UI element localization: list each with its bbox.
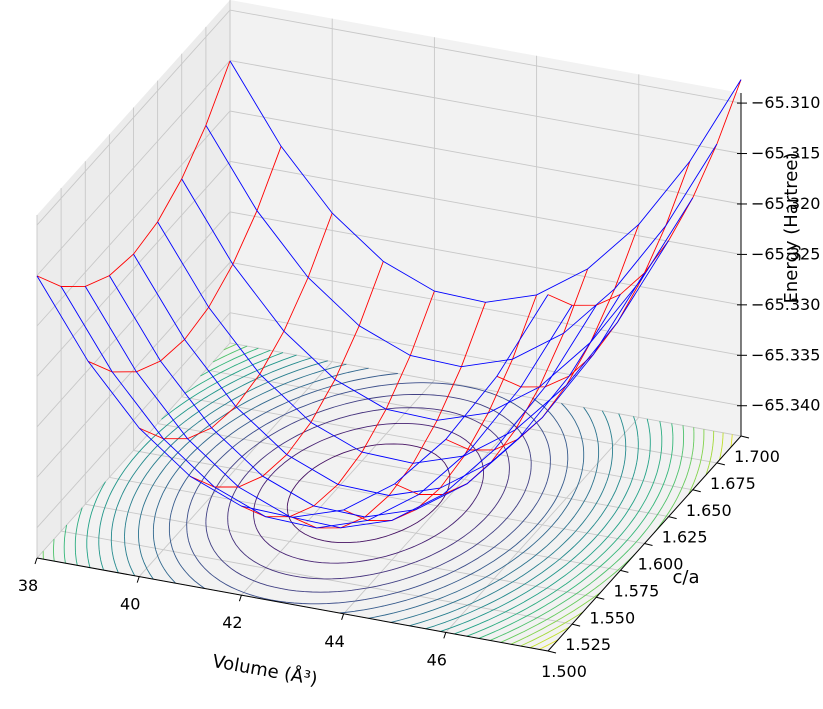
- wire-line-constant-ratio: [84, 286, 597, 529]
- y-tick-label: 1.550: [589, 608, 635, 627]
- grid-line-z: [36, 60, 742, 276]
- z-tick-label: −65.325: [751, 244, 820, 263]
- grid-line-y: [108, 134, 621, 571]
- x-tick: [443, 632, 447, 639]
- x-tick-label: 42: [222, 613, 242, 632]
- x-axis-line: [36, 557, 549, 652]
- contour-line: [138, 363, 600, 623]
- y-tick-label: 1.575: [613, 581, 659, 600]
- contour-line: [152, 367, 585, 619]
- contour-line: [520, 430, 715, 647]
- wire-line-constant-ratio: [109, 275, 621, 518]
- y-tick: [547, 650, 557, 654]
- contour-line: [74, 349, 663, 637]
- x-tick-label: 46: [427, 650, 447, 669]
- surface-wireframe: [36, 60, 742, 529]
- contour-line: [53, 345, 685, 641]
- z-tick-label: −65.310: [751, 93, 820, 112]
- y-tick: [740, 435, 750, 439]
- y-tick-label: 1.600: [638, 555, 684, 574]
- y-tick: [644, 543, 653, 546]
- grid-line-y: [84, 161, 597, 598]
- wire-line-constant-ratio: [229, 60, 742, 303]
- wire-line-constant-ratio: [205, 125, 718, 368]
- y-tick-label: 1.650: [686, 501, 732, 520]
- grid-line-y: [181, 53, 693, 491]
- x-tick-label: 44: [324, 632, 344, 651]
- x-tick-label: 40: [120, 595, 140, 614]
- grid-line-z: [36, 9, 742, 226]
- grid-line-z: [36, 211, 742, 428]
- grid-line-y: [133, 107, 645, 544]
- wire-line-constant-ratio: [133, 253, 645, 496]
- grid-line-z: [36, 110, 742, 327]
- contour-line: [98, 354, 639, 632]
- contour-line: [186, 382, 551, 605]
- contour-line: [227, 407, 510, 580]
- y-tick-label: 1.525: [565, 635, 611, 654]
- grid-line-z: [36, 160, 742, 377]
- x-tick: [341, 613, 345, 620]
- wire-line-constant-ratio: [157, 221, 669, 464]
- contour-line: [205, 393, 532, 593]
- y-tick: [692, 489, 701, 493]
- y-tick: [620, 569, 629, 573]
- y-tick: [596, 596, 605, 600]
- x-tick: [34, 557, 38, 565]
- x-axis-label: Volume (Å³): [211, 650, 319, 690]
- contour-line: [86, 352, 651, 635]
- y-tick-label: 1.500: [541, 662, 587, 681]
- grid-line-y: [229, 0, 742, 437]
- axes: [34, 93, 750, 654]
- z-tick-label: −65.335: [751, 345, 820, 364]
- contour-line: [42, 343, 695, 643]
- grid-line-y: [205, 26, 717, 464]
- y-tick: [668, 516, 677, 520]
- x-tick-label: 38: [18, 576, 38, 595]
- grid-line-y: [157, 80, 669, 518]
- wire-line-constant-ratio: [60, 286, 573, 529]
- grid-line-z: [36, 261, 742, 478]
- grid-line-y: [60, 188, 573, 625]
- z-tick-label: −65.315: [751, 144, 820, 163]
- grid-lines: [36, 0, 742, 652]
- y-tick-label: 1.700: [734, 447, 780, 466]
- z-axis-label: Energy (Hartree): [781, 153, 802, 304]
- contour-line: [529, 432, 724, 649]
- wire-line-constant-ratio: [181, 178, 694, 421]
- contour-line: [63, 347, 674, 639]
- y-tick: [716, 462, 725, 466]
- y-tick-label: 1.625: [662, 528, 708, 547]
- z-tick-label: −65.320: [751, 194, 820, 213]
- x-tick: [238, 595, 242, 602]
- z-tick-label: −65.340: [751, 396, 820, 415]
- z-tick-label: −65.330: [751, 295, 820, 314]
- contour-plot: [42, 343, 733, 650]
- y-axis-label: c/a: [673, 567, 700, 588]
- y-tick: [572, 623, 581, 627]
- contour-line: [539, 434, 733, 650]
- y-tick-label: 1.675: [710, 474, 756, 493]
- contour-line: [110, 357, 627, 630]
- contour-line: [168, 373, 569, 614]
- tick-labels: 38 40 42 44 46 1.500 1.525 1.550 1.575 1.600 1.625…: [18, 93, 821, 681]
- x-tick: [136, 576, 140, 583]
